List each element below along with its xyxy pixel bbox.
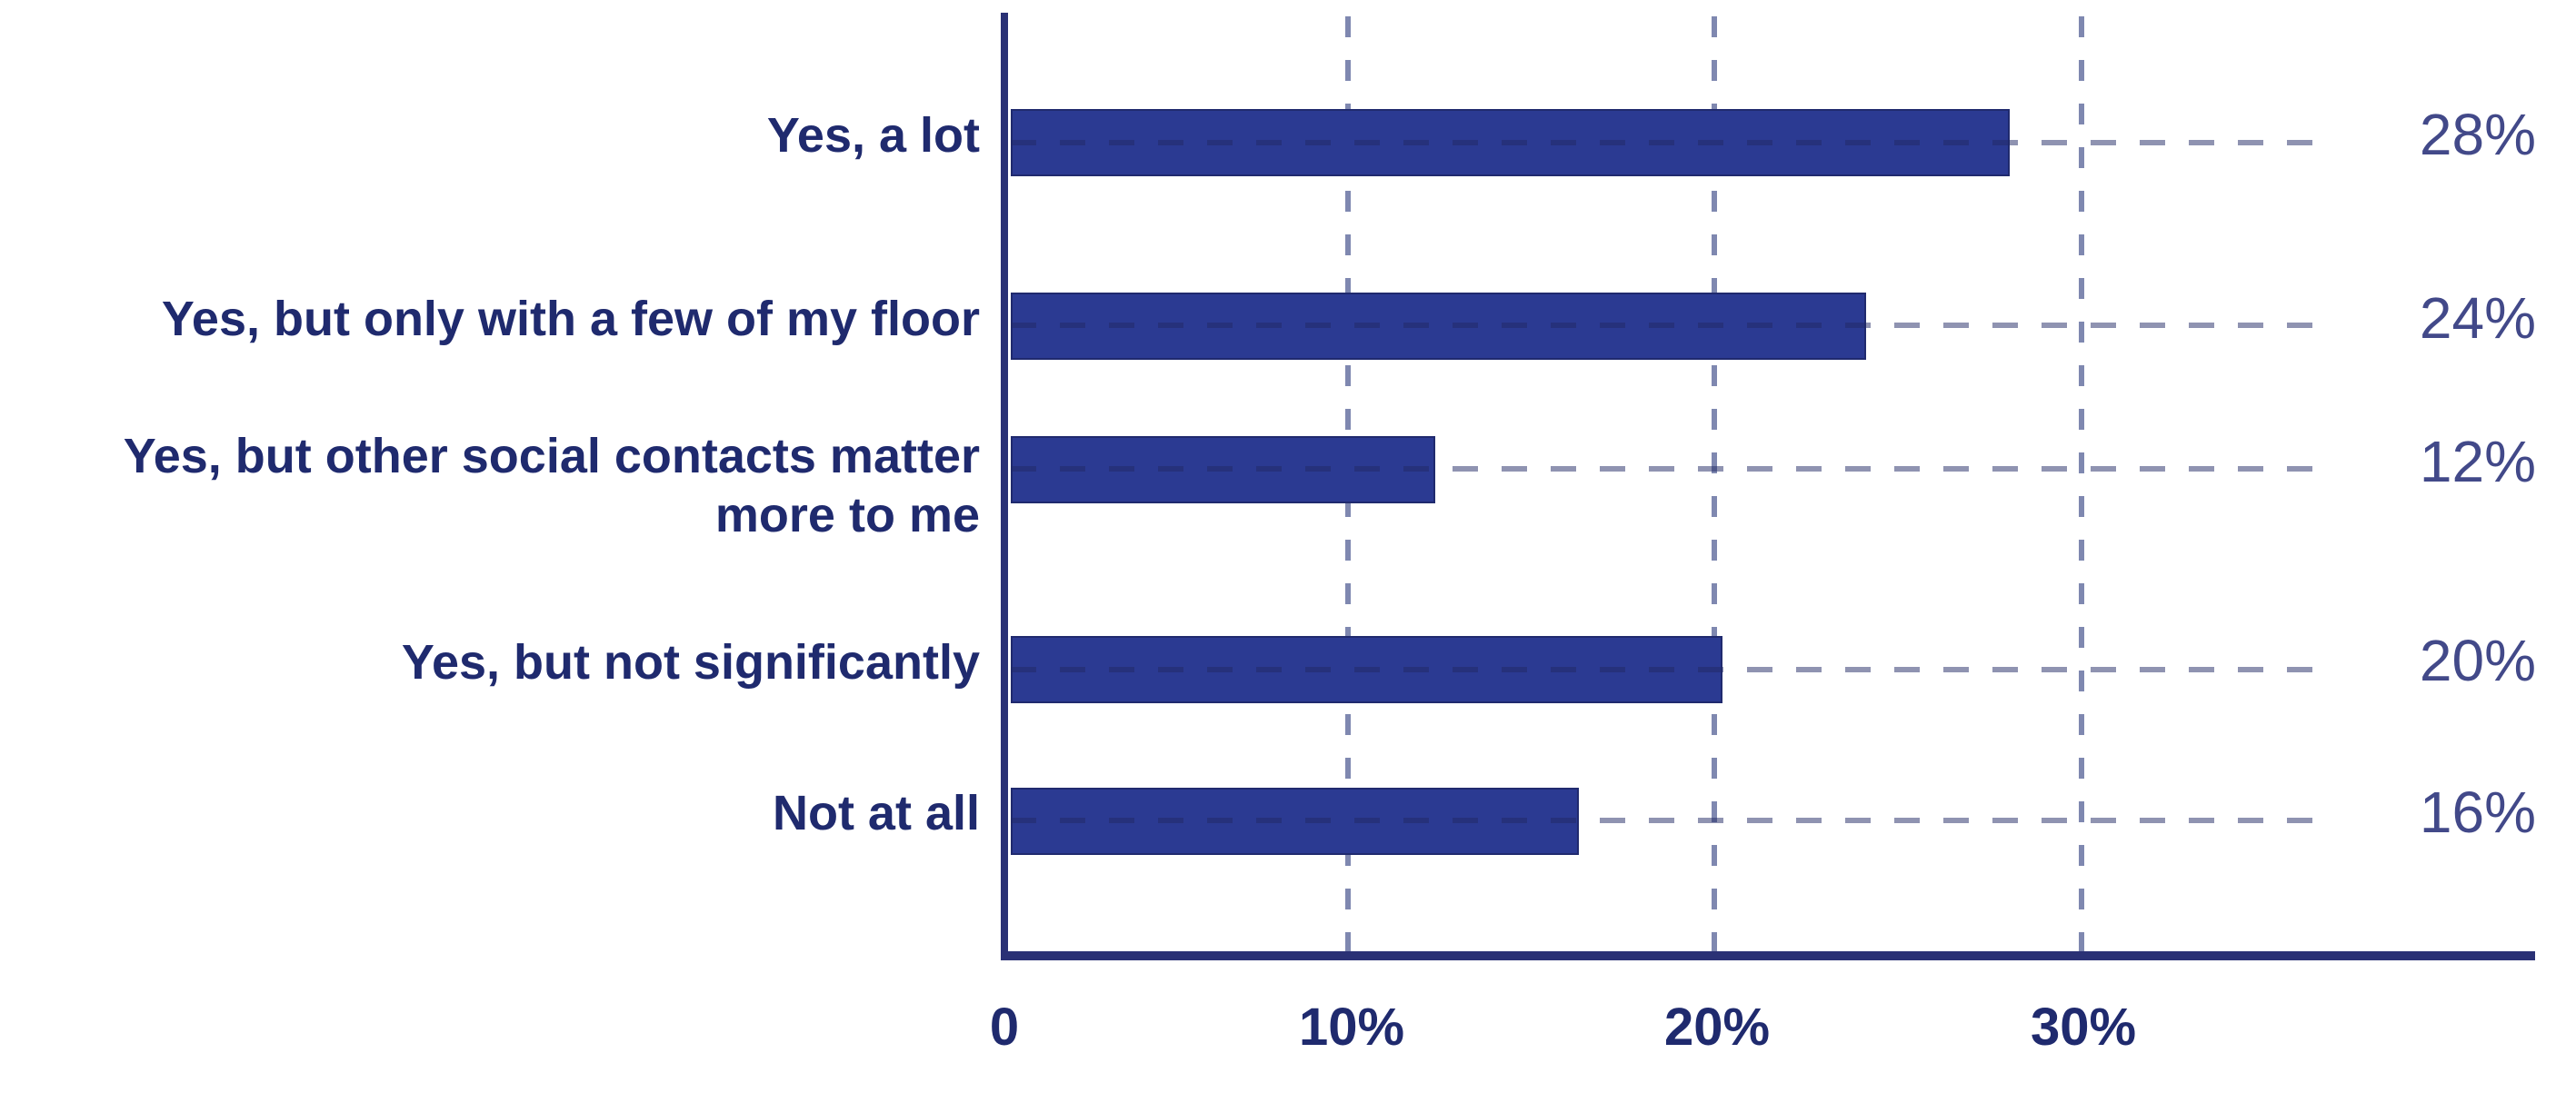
value-label: 20% [2419, 628, 2536, 693]
value-label: 12% [2419, 429, 2536, 494]
x-tick-label: 20% [1663, 997, 1771, 1057]
leader-line-yes-few-of-floor [1011, 323, 2314, 328]
gridline-30-percent [2079, 16, 2084, 951]
category-label: Not at all [772, 785, 980, 840]
value-label: 28% [2419, 102, 2536, 167]
value-label: 16% [2419, 780, 2536, 845]
leader-line-not-significantly [1011, 667, 2314, 672]
category-label: Yes, a lot [766, 107, 980, 163]
x-tick-label: 30% [2030, 997, 2137, 1057]
leader-line-other-social-contacts [1011, 466, 2314, 472]
x-tick-label: 10% [1298, 997, 1405, 1057]
value-label: 24% [2419, 285, 2536, 351]
y-axis-line [1001, 13, 1008, 959]
x-tick-label: 0 [989, 997, 1020, 1057]
category-label: Yes, but other social contacts matter mo… [123, 429, 980, 542]
gridline-20-percent [1712, 16, 1717, 951]
leader-line-not-at-all [1011, 818, 2314, 823]
category-label: Yes, but only with a few of my floor [161, 291, 980, 346]
x-axis-line [1001, 951, 2535, 960]
category-label: Yes, but not significantly [401, 634, 980, 690]
leader-line-yes-a-lot [1011, 140, 2314, 145]
